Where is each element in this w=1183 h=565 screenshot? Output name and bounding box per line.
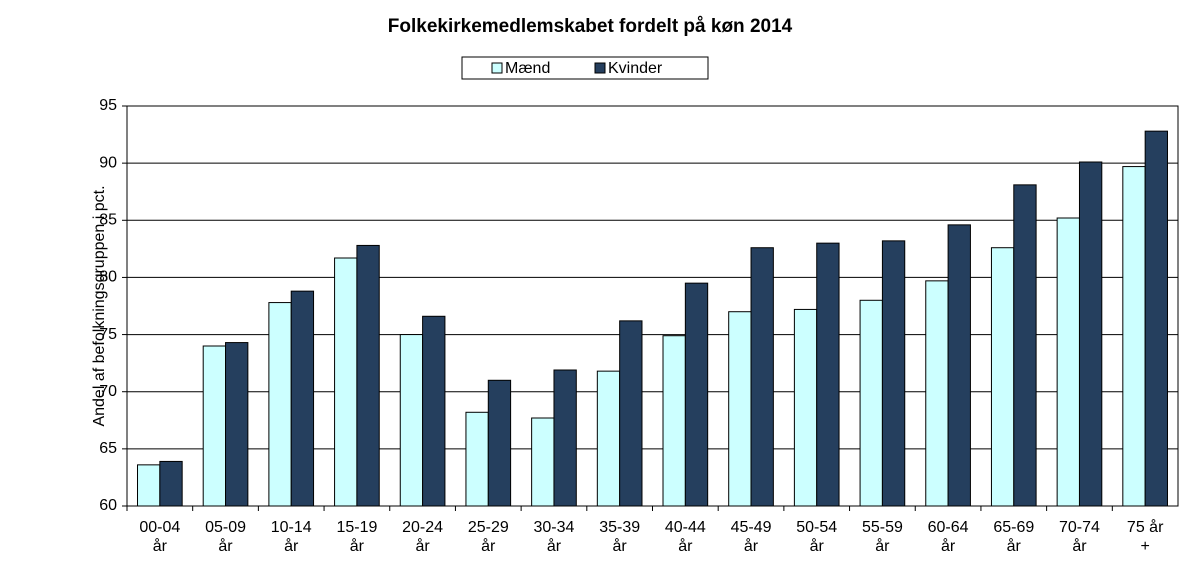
bar bbox=[793, 308, 818, 507]
y-axis-label: Andel af befolkningsgruppen i pct. bbox=[91, 185, 108, 426]
x-tick-label: 55-59 år bbox=[862, 519, 903, 555]
x-tick-label: 30-34 år bbox=[534, 519, 575, 555]
bar bbox=[662, 335, 686, 507]
bar bbox=[925, 280, 949, 507]
x-tick-label: 60-64 år bbox=[928, 519, 969, 555]
bar bbox=[1144, 130, 1168, 507]
bar bbox=[399, 334, 424, 507]
bar bbox=[465, 411, 489, 507]
y-tick-label: 80 bbox=[99, 269, 117, 286]
legend-label: Mænd bbox=[505, 60, 550, 77]
bar bbox=[531, 417, 555, 507]
bar bbox=[290, 290, 315, 507]
legend-box bbox=[461, 56, 709, 80]
bar bbox=[268, 302, 292, 507]
x-tick-label: 00-04 år bbox=[139, 519, 180, 555]
x-tick-label: 50-54 år bbox=[796, 519, 837, 555]
bar bbox=[947, 224, 971, 507]
x-tick-label: 15-19 år bbox=[336, 519, 377, 555]
bar bbox=[1122, 166, 1146, 507]
bar bbox=[137, 464, 161, 507]
plot-border bbox=[126, 105, 1179, 507]
bar bbox=[202, 345, 227, 507]
bar bbox=[596, 370, 621, 507]
bar bbox=[990, 247, 1015, 507]
x-tick-label: 65-69 år bbox=[993, 519, 1034, 555]
y-tick-label: 90 bbox=[99, 154, 117, 171]
bar bbox=[1013, 184, 1037, 507]
bar bbox=[859, 299, 883, 507]
bar bbox=[553, 369, 577, 507]
bar bbox=[1056, 217, 1080, 507]
y-tick-label: 75 bbox=[99, 326, 117, 343]
y-tick-label: 70 bbox=[99, 383, 117, 400]
y-tick-label: 85 bbox=[99, 212, 117, 229]
x-tick-label: 20-24 år bbox=[402, 519, 443, 555]
y-tick-label: 60 bbox=[99, 497, 117, 514]
legend-label: Kvinder bbox=[608, 60, 663, 77]
bar bbox=[1078, 161, 1103, 507]
bar bbox=[422, 315, 446, 507]
bar bbox=[487, 379, 512, 507]
bar bbox=[750, 247, 774, 507]
x-tick-label: 10-14 år bbox=[271, 519, 312, 555]
bar bbox=[334, 257, 358, 507]
bar bbox=[619, 320, 643, 507]
bar bbox=[816, 242, 840, 507]
x-tick-label: 75 år + bbox=[1127, 518, 1164, 555]
x-tick-label: 70-74 år bbox=[1059, 519, 1100, 555]
x-tick-label: 25-29 år bbox=[468, 519, 509, 555]
bar bbox=[881, 240, 906, 507]
bar bbox=[684, 282, 709, 507]
bar bbox=[159, 460, 183, 507]
bar bbox=[356, 244, 380, 507]
bar bbox=[728, 311, 752, 507]
y-tick-label: 65 bbox=[99, 440, 117, 457]
legend-swatch bbox=[491, 62, 503, 74]
legend-swatch bbox=[594, 62, 606, 74]
y-tick-label: 95 bbox=[99, 97, 117, 114]
x-tick-label: 05-09 år bbox=[205, 519, 246, 555]
x-tick-label: 45-49 år bbox=[731, 519, 772, 555]
chart-title: Folkekirkemedlemskabet fordelt på køn 20… bbox=[388, 16, 793, 37]
x-tick-label: 40-44 år bbox=[665, 519, 706, 555]
bar bbox=[225, 342, 249, 507]
x-tick-label: 35-39 år bbox=[599, 519, 640, 555]
